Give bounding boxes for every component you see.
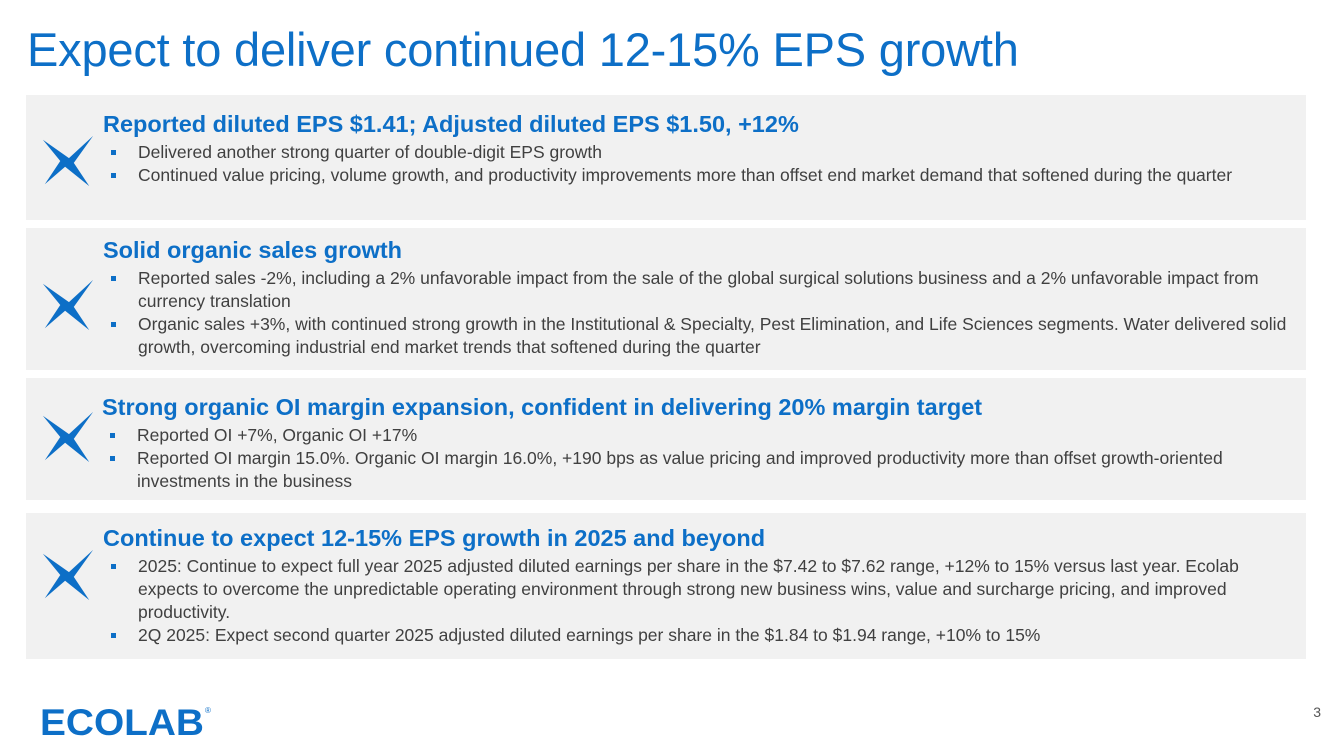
page-number: 3 [1313, 704, 1321, 720]
list-item: 2025: Continue to expect full year 2025 … [103, 555, 1296, 624]
section-heading: Reported diluted EPS $1.41; Adjusted dil… [103, 111, 799, 137]
ecolab-star-icon [39, 132, 97, 190]
list-item: Continued value pricing, volume growth, … [103, 164, 1296, 187]
list-item: Reported sales -2%, including a 2% unfav… [103, 267, 1296, 313]
slide-title: Expect to deliver continued 12-15% EPS g… [27, 23, 1019, 76]
logo-wordmark: ECOLAB [40, 703, 204, 739]
ecolab-star-icon [39, 546, 97, 604]
list-item: Reported OI margin 15.0%. Organic OI mar… [102, 447, 1296, 493]
bullet-list: 2025: Continue to expect full year 2025 … [103, 555, 1296, 647]
list-item: Reported OI +7%, Organic OI +17% [102, 424, 1296, 447]
bullet-marker [111, 150, 116, 155]
bullet-list: Delivered another strong quarter of doub… [103, 141, 1296, 187]
section-heading: Strong organic OI margin expansion, conf… [102, 394, 983, 420]
bullet-marker [111, 633, 116, 638]
bullet-list: Reported OI +7%, Organic OI +17% Reporte… [102, 424, 1296, 493]
bullet-marker [111, 322, 116, 327]
ecolab-logo: ECOLAB ® [40, 702, 220, 743]
section-panel-sales: Solid organic sales growth Reported sale… [26, 228, 1306, 370]
section-panel-margin: Strong organic OI margin expansion, conf… [26, 378, 1306, 500]
list-item: Delivered another strong quarter of doub… [103, 141, 1296, 164]
bullet-marker [111, 173, 116, 178]
ecolab-star-icon [39, 408, 97, 466]
section-panel-outlook: Continue to expect 12-15% EPS growth in … [26, 513, 1306, 659]
list-item: 2Q 2025: Expect second quarter 2025 adju… [103, 624, 1296, 647]
list-item: Organic sales +3%, with continued strong… [103, 313, 1296, 359]
ecolab-star-icon [39, 276, 97, 334]
section-heading: Continue to expect 12-15% EPS growth in … [103, 525, 766, 551]
bullet-marker [111, 564, 116, 569]
section-heading: Solid organic sales growth [103, 237, 403, 263]
bullet-list: Reported sales -2%, including a 2% unfav… [103, 267, 1296, 359]
section-panel-eps: Reported diluted EPS $1.41; Adjusted dil… [26, 95, 1306, 220]
bullet-marker [110, 433, 115, 438]
bullet-marker [111, 276, 116, 281]
bullet-marker [110, 456, 115, 461]
logo-registered-mark: ® [205, 706, 211, 715]
